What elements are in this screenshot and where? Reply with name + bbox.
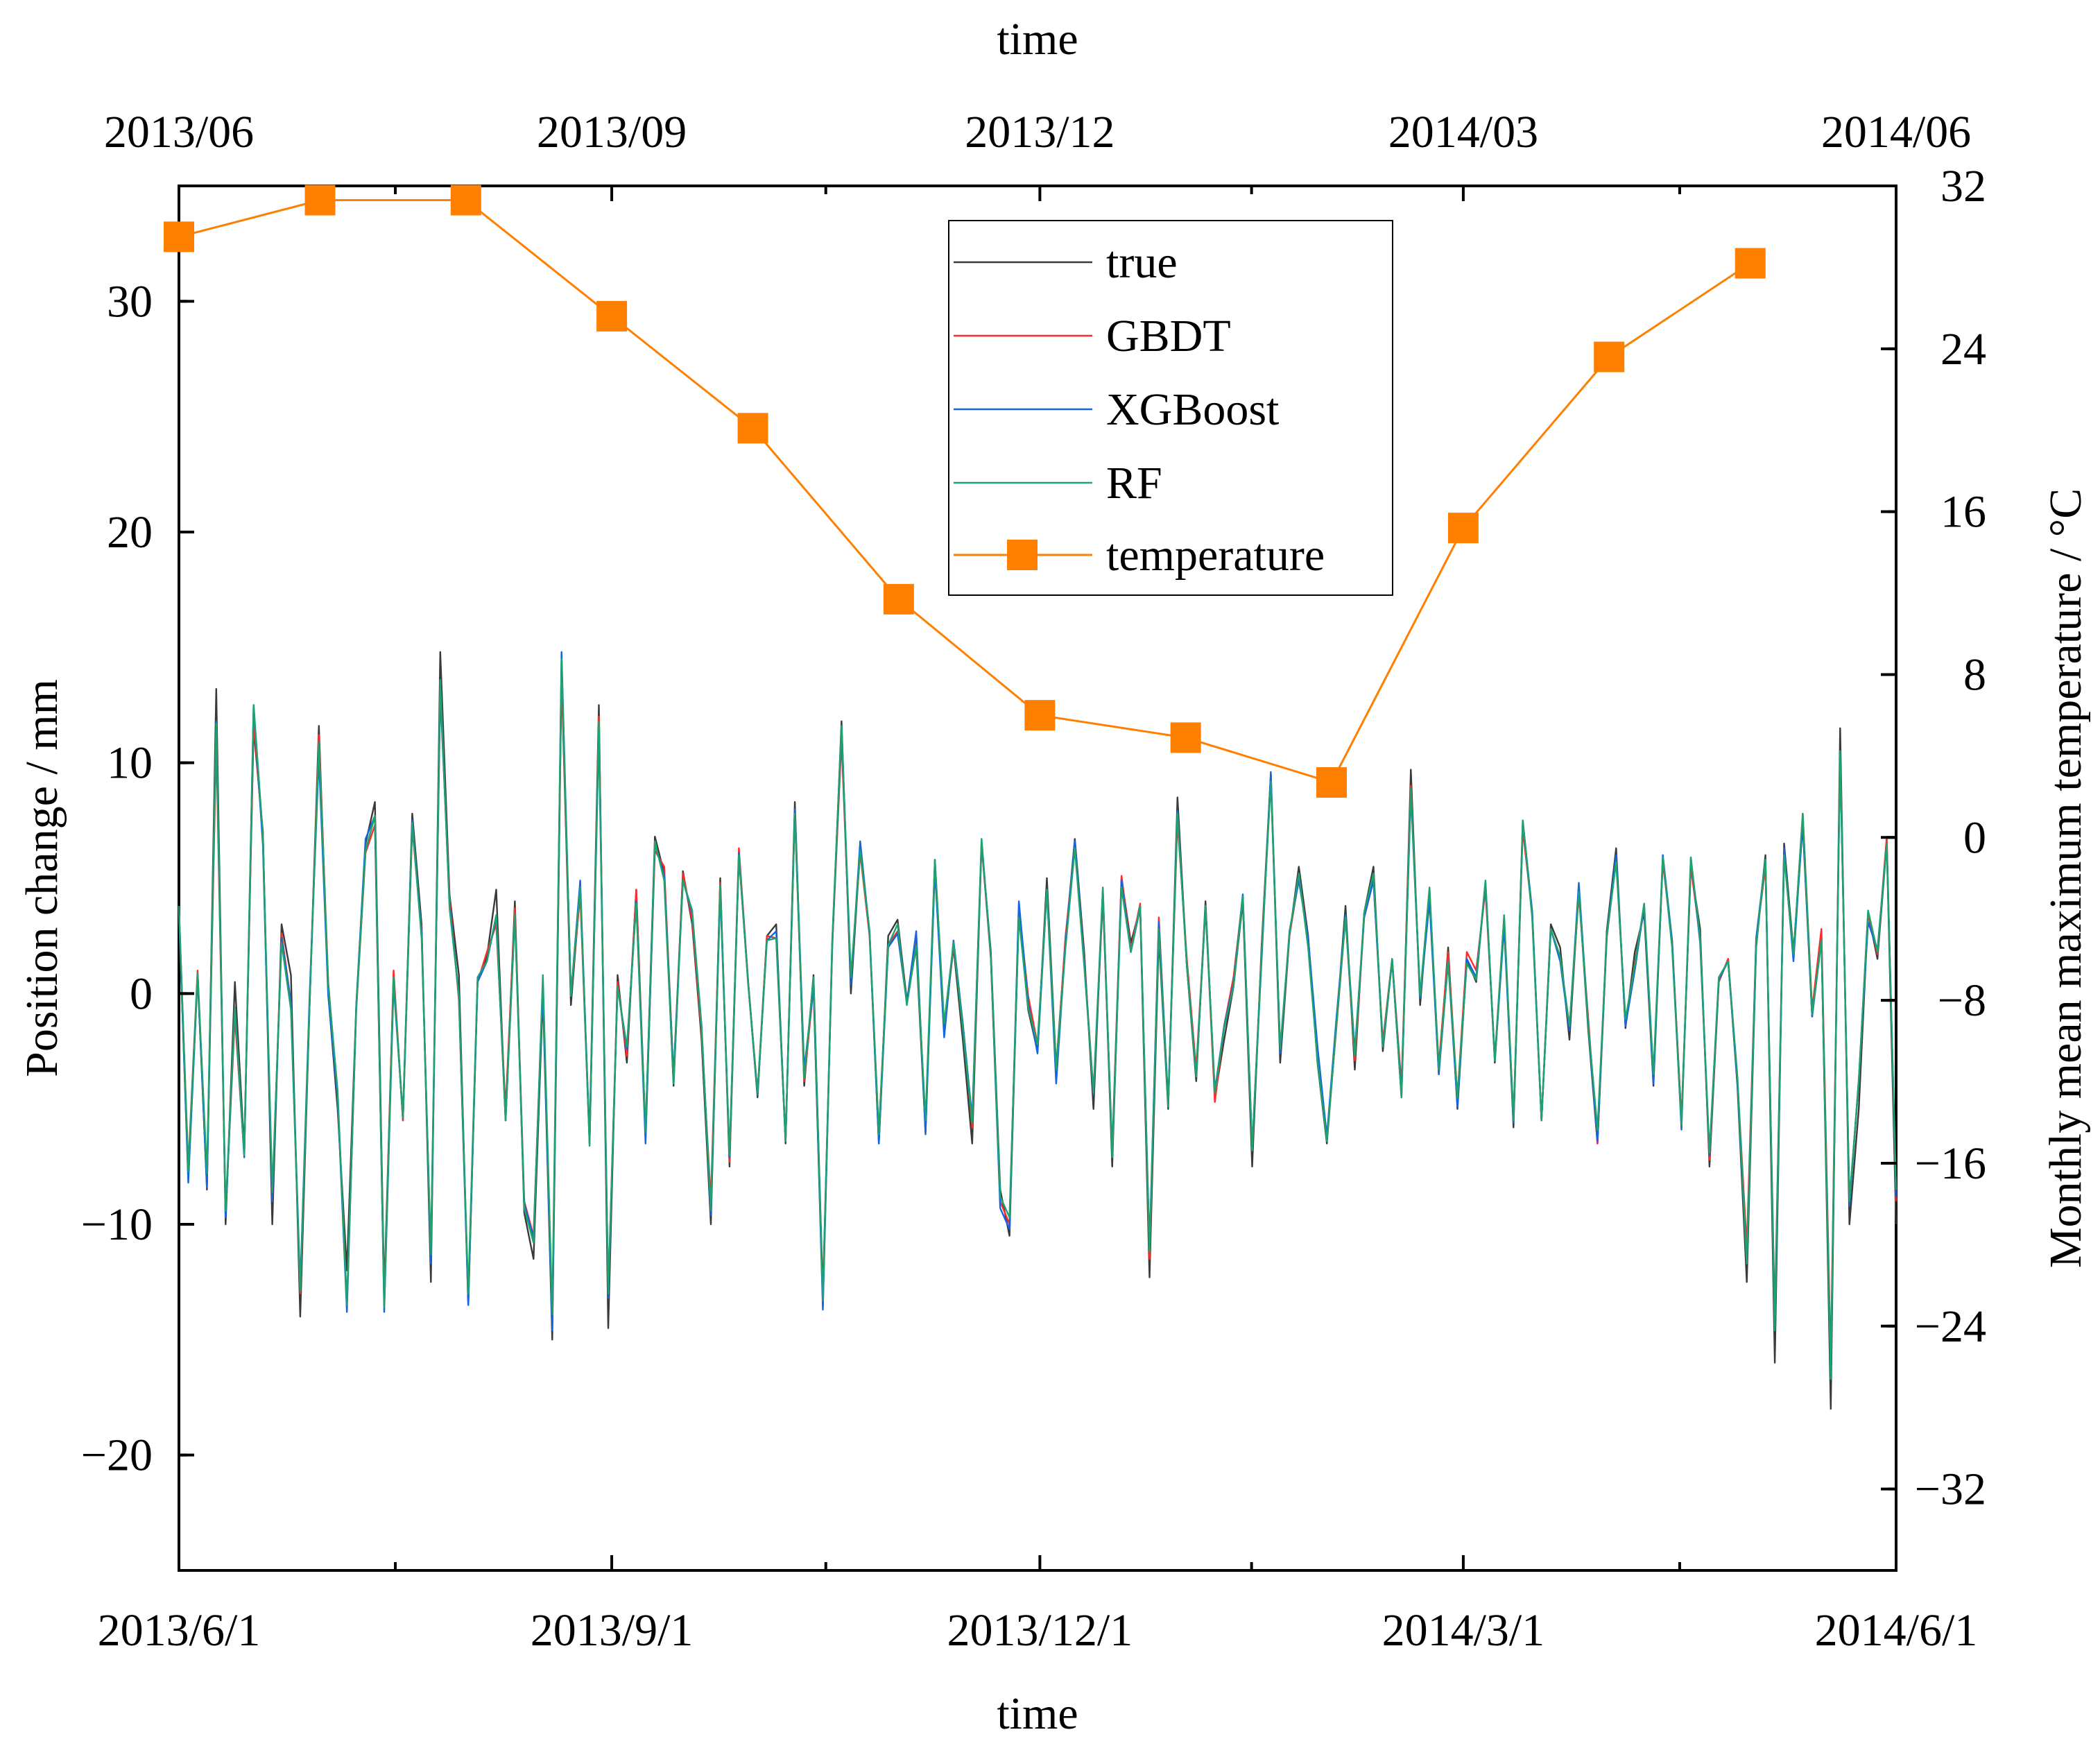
position-lines: [178, 651, 1897, 1410]
series-line-true: [178, 651, 1897, 1410]
series-line-temperature: [178, 199, 1751, 784]
left-tick-label: 0: [130, 968, 153, 1019]
plot-area-frame: [178, 185, 1897, 1572]
top-tick-label: 2014/03: [1388, 107, 1538, 157]
temperature-marker: [164, 221, 194, 252]
legend-label-rf: RF: [1106, 458, 1162, 508]
right-tick-label: 16: [1940, 487, 1986, 538]
bottom-tick-label: 2013/9/1: [531, 1605, 694, 1656]
bottom-axis-title: time: [997, 1688, 1078, 1739]
right-tick-label: 32: [1940, 161, 1986, 212]
temperature-marker: [1447, 513, 1479, 544]
right-tick-label: −16: [1915, 1138, 1986, 1189]
bottom-tick-label: 2014/3/1: [1382, 1605, 1545, 1656]
temperature-layer: [164, 185, 1766, 798]
right-tick-label: 24: [1940, 324, 1986, 375]
left-tick-label: 30: [107, 276, 153, 327]
temperature-marker: [1594, 341, 1625, 372]
right-tick-label: 0: [1963, 812, 1986, 863]
right-axis-title: Monthly mean maximum temperature / °C: [2040, 488, 2091, 1268]
bottom-tick-label: 2013/12/1: [947, 1605, 1133, 1656]
temperature-marker: [737, 413, 768, 444]
series-line-rf: [178, 658, 1897, 1380]
temperature-marker: [1024, 700, 1056, 731]
legend-box: [948, 220, 1393, 596]
left-tick-label: −20: [81, 1430, 153, 1481]
legend-label-xgboost: XGBoost: [1106, 384, 1279, 435]
top-tick-label: 2013/06: [104, 107, 254, 157]
temperature-marker: [1316, 767, 1347, 798]
ticks-layer: 2013/6/1 2013/9/1 2013/12/1 2014/3/1 2014/6/…: [81, 107, 1986, 1656]
temperature-marker: [1170, 722, 1201, 753]
temperature-marker: [304, 185, 336, 216]
series-line-xgboost: [178, 651, 1897, 1380]
left-tick-label: 10: [107, 738, 153, 789]
right-tick-label: −32: [1915, 1464, 1986, 1515]
top-tick-label: 2013/09: [537, 107, 687, 157]
left-axis-title: Position change / mm: [17, 679, 67, 1077]
right-tick-label: −24: [1915, 1301, 1986, 1352]
left-tick-label: −10: [81, 1199, 153, 1250]
temperature-marker: [596, 300, 628, 332]
temperature-marker: [883, 583, 914, 615]
temperature-marker: [1735, 248, 1766, 279]
top-axis-title: time: [997, 14, 1078, 65]
legend: true GBDT XGBoost RF temperature: [948, 220, 1393, 596]
series-line-gbdt: [178, 669, 1897, 1364]
legend-label-temperature: temperature: [1106, 530, 1325, 581]
temperature-marker: [450, 185, 481, 216]
top-tick-label: 2014/06: [1821, 107, 1971, 157]
legend-label-gbdt: GBDT: [1106, 311, 1231, 361]
right-tick-label: −8: [1938, 975, 1986, 1026]
legend-label-true: true: [1106, 237, 1178, 288]
bottom-tick-label: 2013/6/1: [98, 1605, 261, 1656]
left-tick-label: 20: [107, 507, 153, 558]
bottom-tick-label: 2014/6/1: [1815, 1605, 1978, 1656]
right-tick-label: 8: [1963, 649, 1986, 700]
top-tick-label: 2013/12: [965, 107, 1114, 157]
legend-marker-temperature: [1007, 540, 1038, 570]
